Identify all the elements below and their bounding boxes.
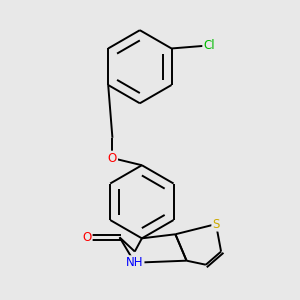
Text: O: O [82,231,92,244]
Text: O: O [108,152,117,165]
Text: S: S [212,218,220,231]
Text: Cl: Cl [203,39,215,52]
Text: NH: NH [126,256,143,269]
